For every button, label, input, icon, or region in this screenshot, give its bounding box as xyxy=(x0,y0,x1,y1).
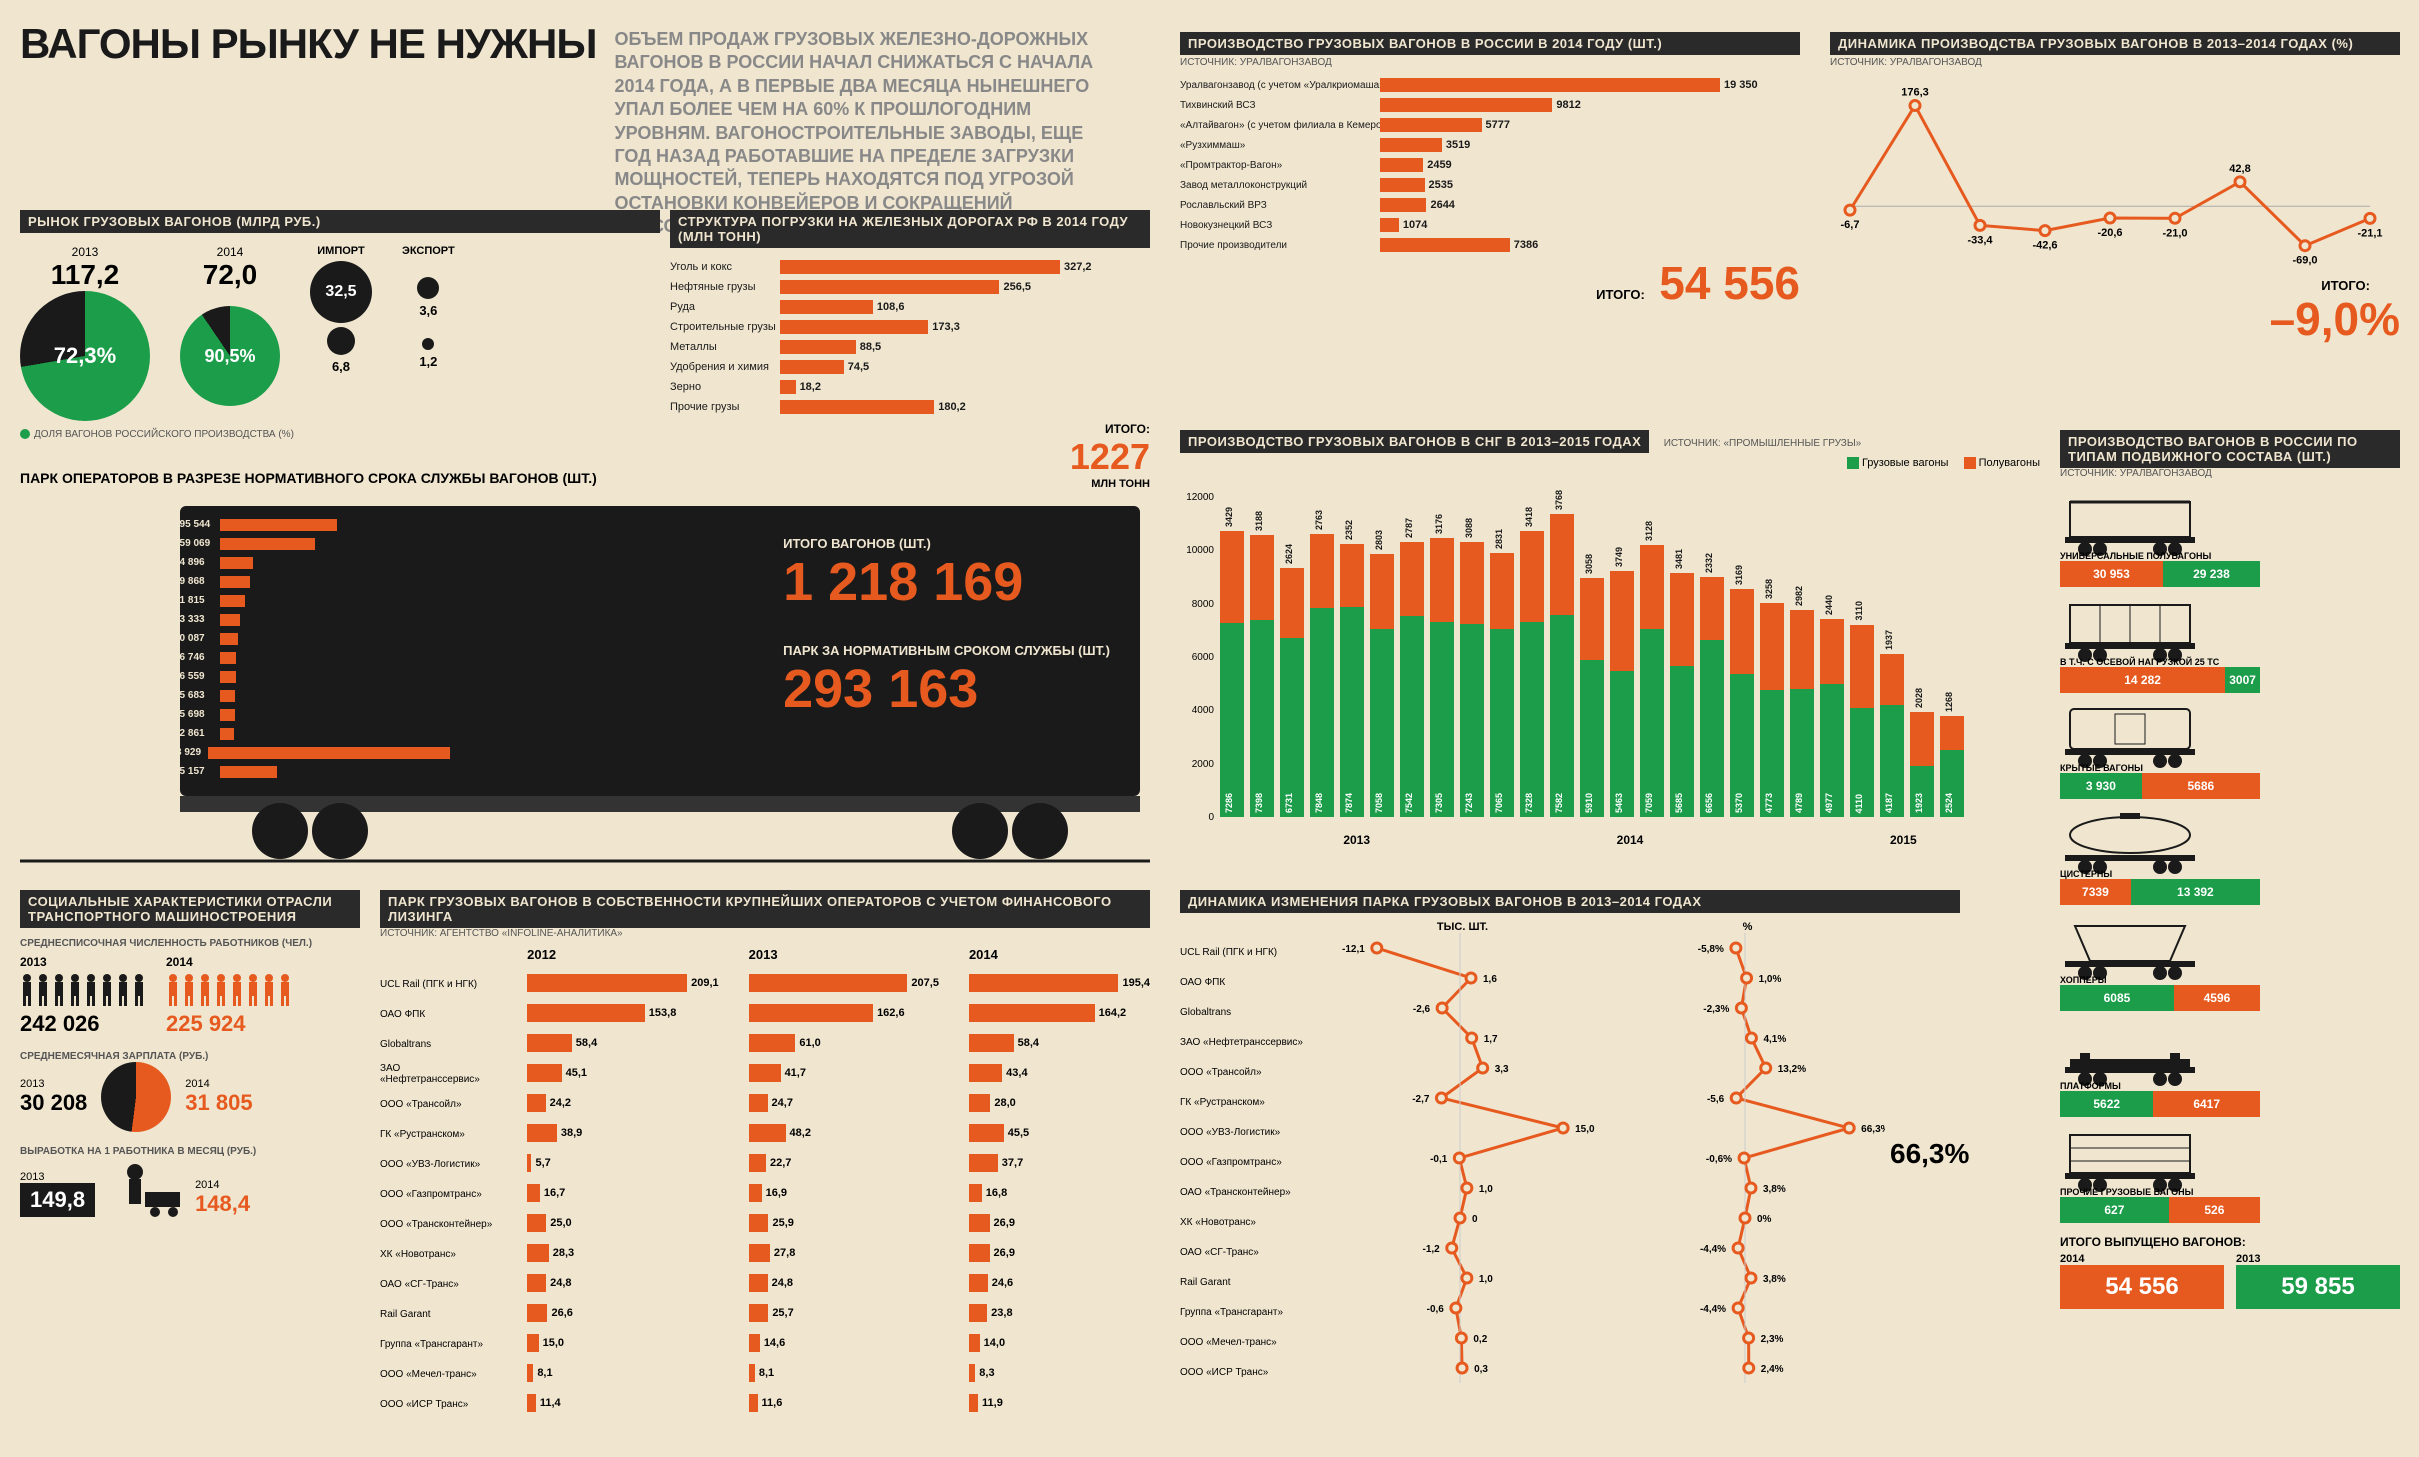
svg-text:-0,1: -0,1 xyxy=(1430,1154,1448,1165)
social-block: СОЦИАЛЬНЫЕ ХАРАКТЕРИСТИКИ ОТРАСЛИ ТРАНСП… xyxy=(20,890,360,1217)
park-dynamics: ДИНАМИКА ИЗМЕНЕНИЯ ПАРКА ГРУЗОВЫХ ВАГОНО… xyxy=(1180,890,1960,1387)
header: ВАГОНЫ РЫНКУ НЕ НУЖНЫ ОБЪЕМ ПРОДАЖ ГРУЗО… xyxy=(20,20,1120,239)
svg-text:-20,6: -20,6 xyxy=(2097,227,2122,239)
market-block: РЫНОК ГРУЗОВЫХ ВАГОНОВ (МЛРД РУБ.) 2013 … xyxy=(20,210,660,440)
svg-text:0,2: 0,2 xyxy=(1473,1334,1487,1345)
svg-text:-21,0: -21,0 xyxy=(2162,227,2187,239)
donut-2014: 90,5% xyxy=(180,306,280,406)
page-title: ВАГОНЫ РЫНКУ НЕ НУЖНЫ xyxy=(20,20,596,68)
svg-text:42,8: 42,8 xyxy=(2229,163,2250,175)
market-2013-val: 117,2 xyxy=(20,259,150,291)
svg-text:ИТОГО:: ИТОГО: xyxy=(2321,278,2370,292)
market-header: РЫНОК ГРУЗОВЫХ ВАГОНОВ (МЛРД РУБ.) xyxy=(20,210,660,233)
svg-text:-5,8%: -5,8% xyxy=(1698,944,1724,955)
svg-text:-0,6%: -0,6% xyxy=(1706,1154,1732,1165)
svg-text:-0,6: -0,6 xyxy=(1427,1304,1445,1315)
cis-production: ПРОИЗВОДСТВО ГРУЗОВЫХ ВАГОНОВ В СНГ В 20… xyxy=(1180,430,2040,847)
svg-text:2,3%: 2,3% xyxy=(1761,1334,1784,1345)
market-2013-label: 2013 xyxy=(20,245,150,259)
donut-2013: 72,3% xyxy=(20,291,150,421)
svg-text:-4,4%: -4,4% xyxy=(1700,1244,1726,1255)
salary-pie xyxy=(101,1062,171,1132)
svg-text:0: 0 xyxy=(1472,1214,1478,1225)
svg-text:-4,4%: -4,4% xyxy=(1700,1304,1726,1315)
svg-text:-2,7: -2,7 xyxy=(1412,1094,1430,1105)
svg-text:-1,2: -1,2 xyxy=(1423,1244,1441,1255)
svg-text:176,3: 176,3 xyxy=(1901,87,1929,99)
svg-text:-2,6: -2,6 xyxy=(1413,1004,1431,1015)
svg-text:-33,4: -33,4 xyxy=(1967,234,1993,246)
svg-text:1,6: 1,6 xyxy=(1483,974,1497,985)
svg-text:-5,6: -5,6 xyxy=(1707,1094,1725,1105)
worker-icon xyxy=(105,1157,185,1217)
svg-text:3,3: 3,3 xyxy=(1495,1064,1509,1075)
svg-text:2,4%: 2,4% xyxy=(1761,1364,1784,1375)
loading-structure: СТРУКТУРА ПОГРУЗКИ НА ЖЕЛЕЗНЫХ ДОРОГАХ Р… xyxy=(670,210,1150,490)
svg-text:3,8%: 3,8% xyxy=(1763,1184,1786,1195)
svg-text:15,0: 15,0 xyxy=(1575,1124,1595,1135)
svg-text:66,3%: 66,3% xyxy=(1861,1124,1885,1135)
svg-text:1,0: 1,0 xyxy=(1479,1184,1493,1195)
svg-text:1,0%: 1,0% xyxy=(1759,974,1782,985)
dynamics-chart: ДИНАМИКА ПРОИЗВОДСТВА ГРУЗОВЫХ ВАГОНОВ В… xyxy=(1830,32,2400,346)
operators-park: ПАРК ОПЕРАТОРОВ В РАЗРЕЗЕ НОРМАТИВНОГО С… xyxy=(20,470,1150,866)
svg-text:-21,1: -21,1 xyxy=(2357,227,2382,239)
svg-text:-12,1: -12,1 xyxy=(1342,944,1365,955)
svg-text:-42,6: -42,6 xyxy=(2032,240,2057,252)
svg-text:4,1%: 4,1% xyxy=(1763,1034,1786,1045)
production-2014: ПРОИЗВОДСТВО ГРУЗОВЫХ ВАГОНОВ В РОССИИ В… xyxy=(1180,32,1800,310)
svg-text:-69,0: -69,0 xyxy=(2292,255,2317,267)
by-type-block: ПРОИЗВОДСТВО ВАГОНОВ В РОССИИ ПО ТИПАМ П… xyxy=(2060,430,2400,1309)
svg-text:-2,3%: -2,3% xyxy=(1703,1004,1729,1015)
svg-text:0,3: 0,3 xyxy=(1474,1364,1488,1375)
svg-text:1,7: 1,7 xyxy=(1484,1034,1498,1045)
svg-text:-6,7: -6,7 xyxy=(1841,219,1860,231)
svg-text:13,2%: 13,2% xyxy=(1778,1064,1806,1075)
svg-text:3,8%: 3,8% xyxy=(1763,1274,1786,1285)
leasing-block: ПАРК ГРУЗОВЫХ ВАГОНОВ В СОБСТВЕННОСТИ КР… xyxy=(380,890,1150,1419)
page-subtitle: ОБЪЕМ ПРОДАЖ ГРУЗОВЫХ ЖЕЛЕЗНО-ДОРОЖНЫХ В… xyxy=(614,20,1120,239)
svg-text:1,0: 1,0 xyxy=(1479,1274,1493,1285)
svg-text:0%: 0% xyxy=(1757,1214,1772,1225)
